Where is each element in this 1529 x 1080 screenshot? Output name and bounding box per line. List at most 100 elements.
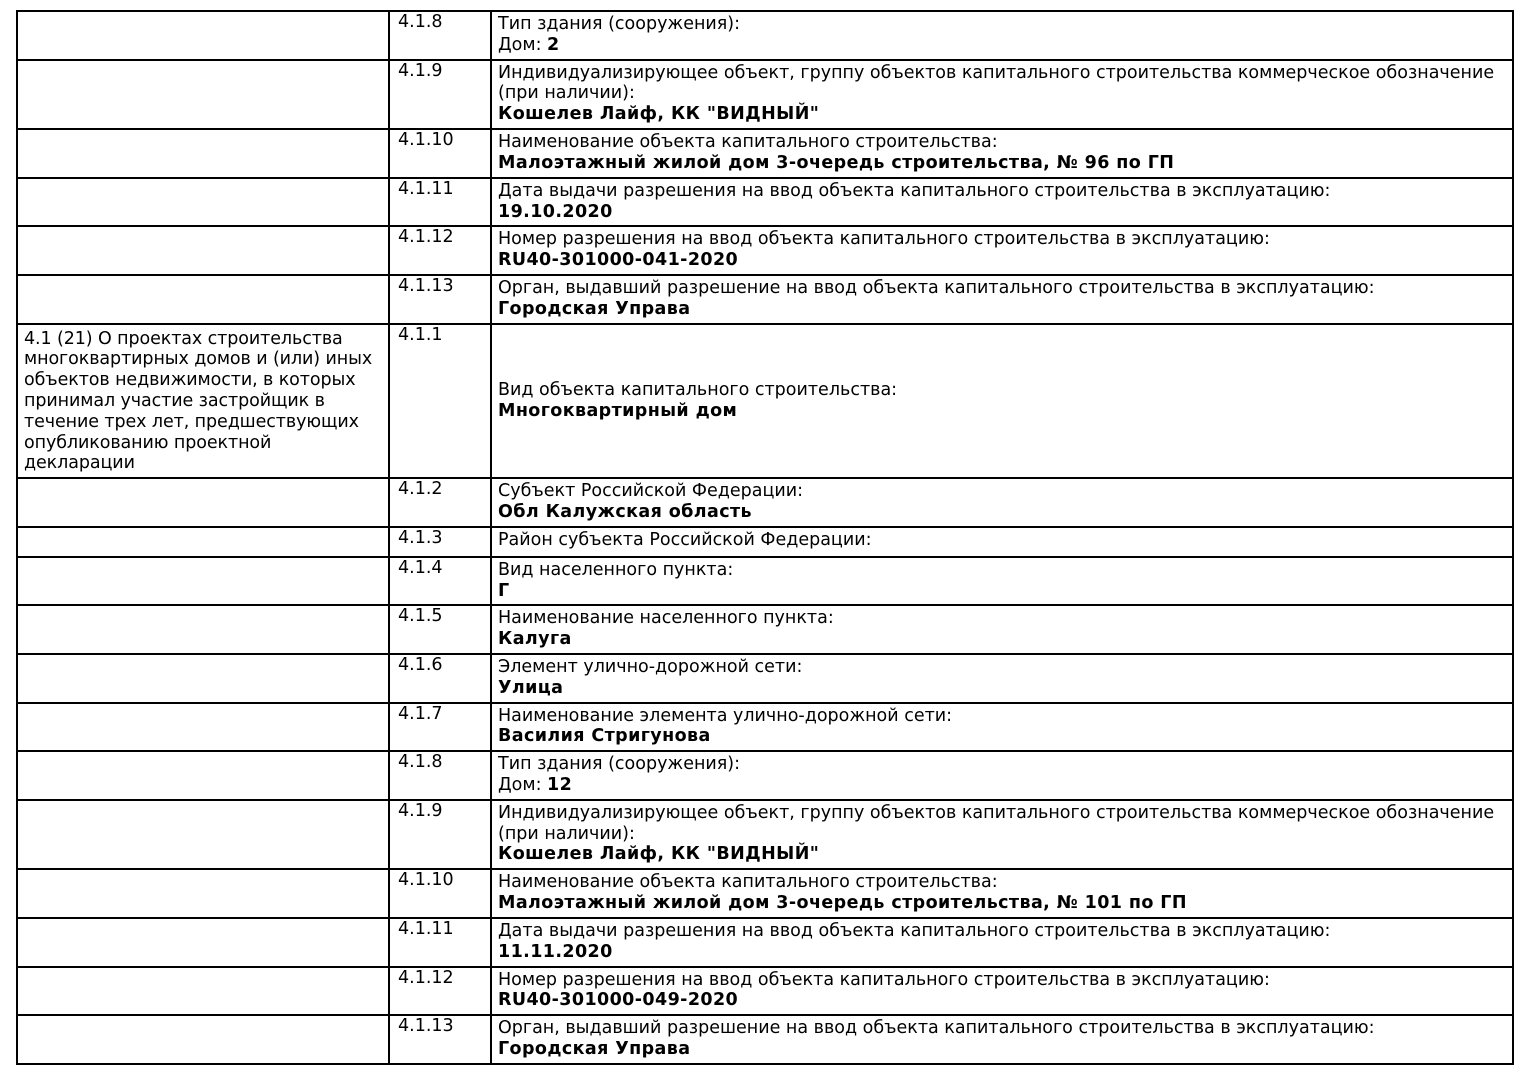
row-value-prefix: Дом: <box>498 34 548 55</box>
row-label: Вид населенного пункта: <box>498 559 734 580</box>
row-value-line: 11.11.2020 <box>498 942 1507 963</box>
row-value-line: Городская Управа <box>498 299 1507 320</box>
row-code: 4.1.1 <box>398 324 443 345</box>
row-value: 12 <box>547 775 573 795</box>
row-value-line: Многоквартирный дом <box>498 401 1507 422</box>
table-row: 4.1.9 Индивидуализирующее объект, группу … <box>16 58 1514 131</box>
row-code: 4.1.4 <box>398 557 443 578</box>
row-content-cell: Индивидуализирующее объект, группу объек… <box>490 58 1514 131</box>
row-value-line: Дом: 2 <box>498 35 1507 56</box>
row-value-line: RU40-301000-041-2020 <box>498 250 1507 271</box>
row-label: Индивидуализирующее объект, группу объек… <box>498 62 1495 104</box>
row-code-cell: 4.1.8 <box>388 10 492 61</box>
table-row: 4.1.11 Дата выдачи разрешения на ввод объ… <box>16 916 1514 968</box>
row-code-cell: 4.1.9 <box>388 798 492 871</box>
row-content-cell: Орган, выдавший разрешение на ввод объек… <box>490 273 1514 325</box>
row-code-cell: 4.1.12 <box>388 965 492 1017</box>
table-body: 4.1.8 Тип здания (сооружения): Дом: 2 4.1.… <box>16 10 1514 1065</box>
row-value-line: RU40-301000-049-2020 <box>498 990 1507 1011</box>
table-row: 4.1.2 Субъект Российской Федерации: Обл Ка… <box>16 477 1514 528</box>
table-row: 4.1.10 Наименование объекта капитального … <box>16 128 1514 179</box>
row-value: Улица <box>498 677 564 698</box>
row-value: Г <box>498 580 510 601</box>
section-empty-cell <box>16 477 390 528</box>
section-empty-cell <box>16 225 390 276</box>
section-empty-cell <box>16 128 390 179</box>
row-label: Субъект Российской Федерации: <box>498 481 803 502</box>
row-value-line: 19.10.2020 <box>498 202 1507 223</box>
table-row: 4.1.7 Наименование элемента улично-дорожн… <box>16 701 1514 753</box>
section-empty-cell <box>16 965 390 1017</box>
row-content-cell: Номер разрешения на ввод объекта капитал… <box>490 225 1514 276</box>
row-code: 4.1.11 <box>398 918 454 939</box>
row-code: 4.1.5 <box>398 606 443 627</box>
row-content-cell: Наименование населенного пункта: Калуга <box>490 604 1514 655</box>
row-value-line: Обл Калужская область <box>498 502 1507 523</box>
row-content-cell: Тип здания (сооружения): Дом: 2 <box>490 10 1514 61</box>
row-code-cell: 4.1.12 <box>388 225 492 276</box>
row-content-cell: Субъект Российской Федерации: Обл Калужск… <box>490 477 1514 528</box>
row-code: 4.1.10 <box>398 870 454 891</box>
row-value: Кошелев Лайф, КК "ВИДНЫЙ" <box>498 844 820 865</box>
row-content-cell: Наименование объекта капитального строит… <box>490 868 1514 919</box>
row-value-line: Кошелев Лайф, КК "ВИДНЫЙ" <box>498 844 1507 865</box>
section-header-cell: 4.1 (21) О проектах строительства многок… <box>16 322 390 480</box>
section-empty-cell <box>16 176 390 228</box>
row-value: RU40-301000-049-2020 <box>498 990 739 1011</box>
row-code-cell: 4.1.2 <box>388 477 492 528</box>
row-code-cell: 4.1.1 <box>388 322 492 480</box>
row-value-line: Дом: 12 <box>498 775 1507 796</box>
row-code: 4.1.11 <box>398 178 454 199</box>
section-empty-cell <box>16 525 390 558</box>
row-code: 4.1.13 <box>398 275 454 296</box>
row-code-cell: 4.1.13 <box>388 273 492 325</box>
row-code-cell: 4.1.10 <box>388 128 492 179</box>
row-content-cell: Дата выдачи разрешения на ввод объекта к… <box>490 176 1514 228</box>
section-header-text: 4.1 (21) О проектах строительства многок… <box>24 328 373 474</box>
row-code: 4.1.3 <box>398 527 443 548</box>
row-code-cell: 4.1.6 <box>388 652 492 704</box>
section-empty-cell <box>16 652 390 704</box>
row-code-cell: 4.1.5 <box>388 604 492 655</box>
row-value-line: Малоэтажный жилой дом 3-очередь строител… <box>498 153 1507 174</box>
row-code: 4.1.7 <box>398 703 443 724</box>
row-code-cell: 4.1.9 <box>388 58 492 131</box>
row-content-cell: Район субъекта Российской Федерации: <box>490 525 1514 558</box>
row-value: Калуга <box>498 629 572 650</box>
section-empty-cell <box>16 604 390 655</box>
row-content-cell: Наименование объекта капитального строит… <box>490 128 1514 179</box>
row-value-line: Кошелев Лайф, КК "ВИДНЫЙ" <box>498 104 1507 125</box>
table-row: 4.1.11 Дата выдачи разрешения на ввод объ… <box>16 176 1514 228</box>
section-empty-cell <box>16 916 390 968</box>
section-empty-cell <box>16 868 390 919</box>
row-content-cell: Наименование элемента улично-дорожной се… <box>490 701 1514 753</box>
row-content-cell: Номер разрешения на ввод объекта капитал… <box>490 965 1514 1017</box>
row-label: Индивидуализирующее объект, группу объек… <box>498 802 1495 844</box>
row-code: 4.1.6 <box>398 654 443 675</box>
row-code: 4.1.12 <box>398 227 454 248</box>
row-label: Дата выдачи разрешения на ввод объекта к… <box>498 920 1331 941</box>
row-content-cell: Орган, выдавший разрешение на ввод объек… <box>490 1014 1514 1065</box>
row-code-cell: 4.1.13 <box>388 1014 492 1065</box>
row-value: Малоэтажный жилой дом 3-очередь строител… <box>498 152 1175 173</box>
row-value: Малоэтажный жилой дом 3-очередь строител… <box>498 893 1187 914</box>
row-code: 4.1.8 <box>398 12 443 32</box>
row-code: 4.1.2 <box>398 479 443 500</box>
table-row: 4.1.8 Тип здания (сооружения): Дом: 2 <box>16 10 1514 61</box>
row-value: Городская Управа <box>498 298 691 319</box>
row-code: 4.1.8 <box>398 752 443 773</box>
section-empty-cell <box>16 798 390 871</box>
row-value: RU40-301000-041-2020 <box>498 250 739 271</box>
table-row: 4.1.9 Индивидуализирующее объект, группу … <box>16 798 1514 871</box>
row-value-line: Г <box>498 581 1507 602</box>
row-value: 2 <box>547 34 560 55</box>
row-value: Городская Управа <box>498 1038 691 1059</box>
row-content-cell: Элемент улично-дорожной сети: Улица <box>490 652 1514 704</box>
section-empty-cell <box>16 701 390 753</box>
row-label: Вид объекта капитального строительства: <box>498 380 898 401</box>
row-code: 4.1.13 <box>398 1016 454 1037</box>
row-code-cell: 4.1.11 <box>388 916 492 968</box>
row-code-cell: 4.1.4 <box>388 555 492 607</box>
row-content-cell: Вид объекта капитального строительства: М… <box>490 322 1514 480</box>
